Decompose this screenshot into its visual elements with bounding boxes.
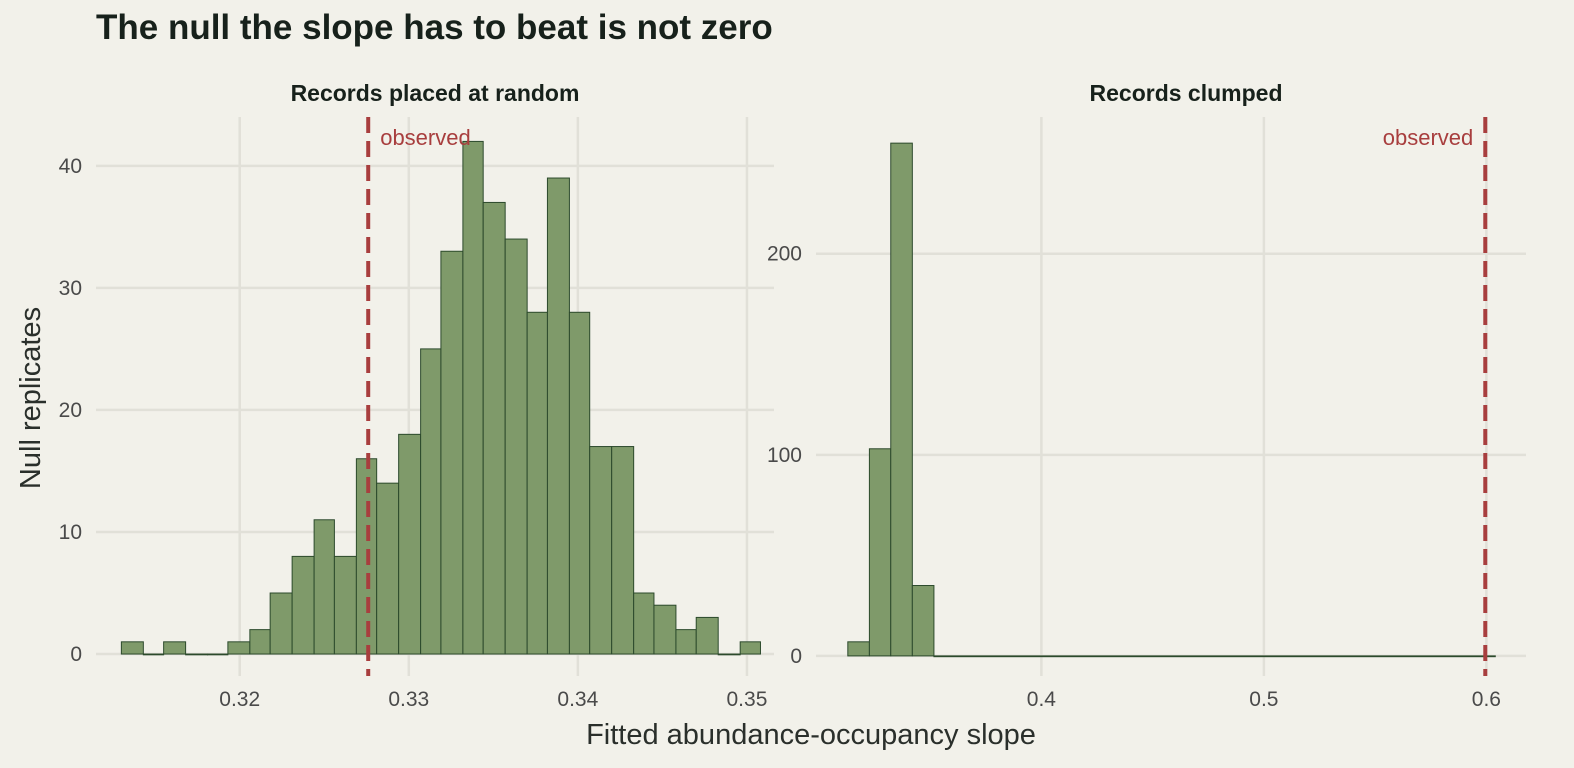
x-axis-title: Fitted abundance-occupancy slope xyxy=(586,719,1036,751)
y-tick-label: 20 xyxy=(59,399,82,422)
panel-title: Records placed at random xyxy=(291,80,580,106)
histogram-bar xyxy=(420,348,442,655)
x-tick-label: 0.34 xyxy=(557,688,598,711)
x-tick-label: 0.33 xyxy=(388,688,429,711)
histogram-bar xyxy=(695,616,719,655)
histogram-bar xyxy=(633,592,655,655)
x-tick-label: 0.32 xyxy=(219,688,260,711)
histogram-bar xyxy=(526,311,548,655)
histogram-bar xyxy=(163,641,187,655)
y-tick-label: 100 xyxy=(767,444,802,467)
histogram-bar xyxy=(546,177,570,655)
histogram-bar xyxy=(739,641,761,655)
histogram-bar xyxy=(398,433,422,655)
histogram-bar xyxy=(269,592,293,655)
histogram-bar xyxy=(933,655,1496,658)
histogram-bar xyxy=(611,446,635,655)
y-tick-label: 200 xyxy=(767,243,802,266)
histogram-bar xyxy=(675,629,697,655)
histogram-bar xyxy=(120,641,144,655)
histogram-bar xyxy=(227,641,251,655)
histogram-bar xyxy=(207,653,229,656)
x-tick-label: 0.4 xyxy=(1027,688,1057,711)
histogram-bar xyxy=(868,448,892,657)
x-tick-label: 0.6 xyxy=(1472,688,1501,711)
y-tick-label: 30 xyxy=(59,277,82,300)
y-tick-label: 40 xyxy=(59,155,82,178)
histogram-bar xyxy=(376,482,400,655)
histogram-bar xyxy=(504,238,528,655)
histogram-bar xyxy=(847,641,870,657)
histogram-bar xyxy=(291,555,315,655)
histogram-bar xyxy=(589,446,613,655)
y-tick-label: 0 xyxy=(70,643,82,666)
histogram-bar xyxy=(890,142,913,657)
histogram-bar xyxy=(249,629,271,655)
histogram-bar xyxy=(482,201,506,655)
histogram-bar xyxy=(142,653,165,656)
histogram-bar xyxy=(185,653,209,656)
x-tick-label: 0.35 xyxy=(727,688,768,711)
panel-random: Records placed at random 0.32 0.33 0.34 0.35… xyxy=(59,80,774,711)
histogram-bar xyxy=(717,653,741,656)
panel-title: Records clumped xyxy=(1090,80,1283,106)
histogram-bar xyxy=(568,311,591,655)
histogram-bar xyxy=(462,140,484,655)
histogram-bar xyxy=(440,250,464,655)
histogram-bar xyxy=(313,519,335,655)
histogram-bar xyxy=(653,604,677,655)
x-tick-label: 0.5 xyxy=(1249,688,1278,711)
panel-clumped: Records clumped 0.4 0.5 0.6 0 100 200 observed xyxy=(767,80,1526,711)
y-tick-label: 0 xyxy=(790,645,802,668)
chart-title: The null the slope has to beat is not ze… xyxy=(96,8,773,47)
y-tick-label: 10 xyxy=(59,521,82,544)
y-axis-title: Null replicates xyxy=(15,307,47,489)
histogram-bar xyxy=(911,585,935,657)
histogram-bar xyxy=(333,555,357,655)
observed-label: observed xyxy=(1383,125,1474,150)
observed-label: observed xyxy=(380,125,471,150)
